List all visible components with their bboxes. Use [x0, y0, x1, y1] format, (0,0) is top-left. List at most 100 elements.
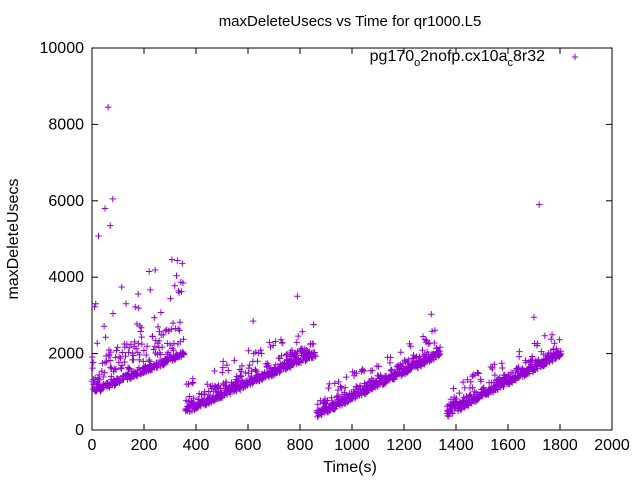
- data-point: [108, 373, 115, 380]
- data-point: [166, 341, 174, 349]
- data-point: [108, 365, 115, 372]
- data-point: [414, 364, 422, 371]
- data-point: [540, 351, 547, 358]
- data-point: [412, 354, 420, 361]
- data-point: [237, 372, 244, 379]
- data-point: [295, 332, 302, 340]
- data-point: [477, 378, 485, 385]
- data-point: [91, 303, 98, 311]
- data-point: [553, 345, 560, 352]
- data-point: [219, 369, 226, 376]
- data-point: [287, 364, 294, 371]
- x-tick-label: 1400: [438, 437, 474, 454]
- data-point: [299, 328, 306, 335]
- data-point: [467, 378, 475, 385]
- data-point: [312, 353, 319, 360]
- data-point: [431, 327, 439, 334]
- data-point: [456, 389, 463, 397]
- y-tick-label: 4000: [48, 269, 84, 286]
- data-point: [238, 362, 246, 370]
- data-point: [499, 364, 506, 372]
- data-point: [93, 340, 101, 347]
- data-point: [279, 339, 286, 346]
- data-point: [119, 349, 126, 356]
- data-point: [115, 359, 123, 366]
- data-point: [246, 361, 253, 369]
- data-point: [266, 339, 273, 346]
- data-point: [328, 394, 335, 401]
- data-point: [122, 352, 129, 360]
- data-point: [132, 303, 139, 311]
- data-point: [157, 351, 164, 358]
- data-point: [547, 335, 555, 343]
- data-point: [335, 378, 342, 386]
- data-point: [115, 353, 123, 361]
- data-point: [125, 366, 133, 373]
- data-point: [179, 260, 186, 267]
- x-tick-label: 800: [287, 437, 314, 454]
- data-point: [557, 350, 565, 357]
- data-point: [109, 310, 117, 317]
- data-point: [153, 364, 161, 372]
- outlier-point: [109, 195, 116, 203]
- data-point: [448, 408, 456, 416]
- y-axis: 0 2000 4000 6000 8000 10000: [40, 40, 612, 439]
- data-point: [222, 378, 230, 386]
- data-point: [118, 283, 125, 291]
- data-point: [94, 375, 102, 382]
- data-point: [111, 382, 118, 389]
- data-point: [176, 327, 183, 334]
- data-point: [126, 344, 133, 351]
- data-point: [226, 390, 234, 398]
- data-point: [450, 385, 457, 392]
- data-point: [252, 348, 259, 356]
- outlier-point: [536, 201, 543, 208]
- data-point: [96, 376, 103, 384]
- data-point: [151, 314, 158, 321]
- data-point: [125, 349, 132, 356]
- data-point: [169, 319, 177, 327]
- outlier-point: [179, 279, 187, 287]
- data-point: [238, 368, 245, 375]
- data-point: [180, 336, 187, 343]
- data-point: [186, 393, 193, 400]
- data-point: [272, 338, 279, 345]
- data-point: [98, 367, 106, 375]
- data-point: [170, 340, 178, 347]
- data-point: [245, 364, 253, 372]
- data-point: [146, 358, 153, 365]
- chart-title: maxDeleteUsecs vs Time for qr1000.L5: [219, 13, 482, 30]
- data-point: [178, 288, 185, 295]
- data-point: [114, 344, 121, 351]
- x-tick-label: 1600: [490, 437, 526, 454]
- data-point: [140, 347, 148, 354]
- data-point: [431, 339, 438, 347]
- data-point: [157, 309, 165, 316]
- data-point: [464, 376, 471, 383]
- data-point: [556, 336, 563, 343]
- data-point: [130, 356, 137, 364]
- data-points: [88, 104, 565, 420]
- data-point: [176, 318, 184, 326]
- data-point: [154, 323, 162, 331]
- data-point: [89, 359, 97, 366]
- outlier-point: [250, 317, 257, 325]
- data-point: [480, 384, 488, 391]
- data-point: [107, 363, 114, 371]
- data-point: [138, 333, 145, 341]
- data-point: [252, 367, 259, 374]
- data-point: [325, 384, 332, 392]
- data-point: [211, 367, 218, 375]
- data-point: [278, 352, 285, 359]
- data-point: [369, 367, 376, 374]
- outlier-point: [530, 314, 538, 321]
- data-point: [541, 332, 549, 339]
- data-point: [269, 342, 277, 349]
- y-tick-label: 10000: [40, 40, 85, 57]
- data-point: [474, 369, 481, 376]
- outlier-point: [101, 205, 109, 212]
- data-point: [138, 324, 145, 331]
- data-point: [185, 380, 192, 388]
- data-point: [135, 340, 142, 347]
